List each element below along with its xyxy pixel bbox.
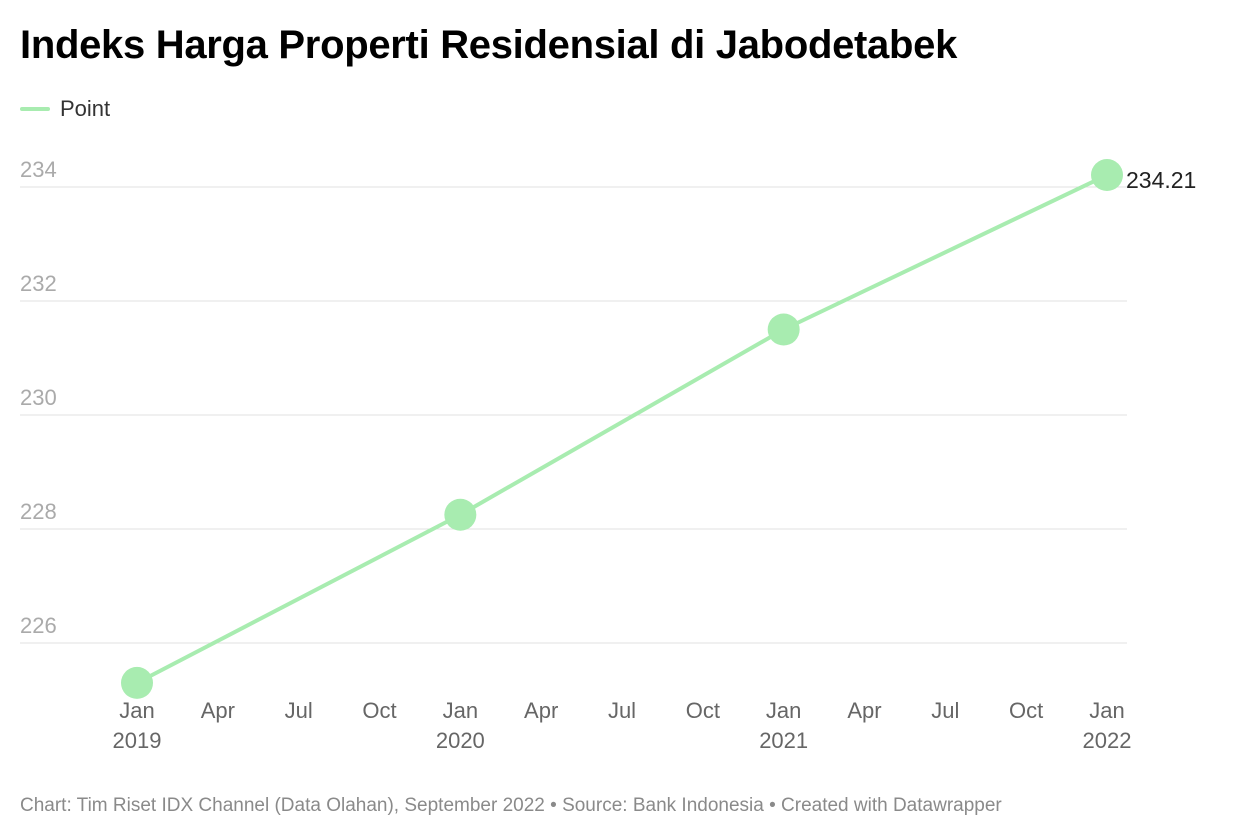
x-tick-label: Jul bbox=[608, 698, 636, 723]
x-tick-label: Jul bbox=[285, 698, 313, 723]
y-tick-label: 228 bbox=[20, 499, 57, 524]
chart-footer: Chart: Tim Riset IDX Channel (Data Olaha… bbox=[20, 795, 1002, 816]
data-point bbox=[1091, 159, 1123, 192]
chart-title: Indeks Harga Properti Residensial di Jab… bbox=[20, 23, 958, 67]
legend: Point bbox=[20, 96, 110, 122]
x-tick-year-label: 2020 bbox=[436, 728, 485, 753]
y-tick-label: 226 bbox=[20, 613, 57, 638]
x-tick-year-label: 2021 bbox=[759, 728, 808, 753]
line-chart: 226 228 230 232 234 Jan 2019 Apr Jul Oct Jan 2020 Ap… bbox=[20, 157, 1196, 753]
x-tick-label: Apr bbox=[847, 698, 881, 723]
x-tick-label: Jan bbox=[766, 698, 801, 723]
x-tick-label: Jan bbox=[1089, 698, 1124, 723]
x-tick-label: Jan bbox=[443, 698, 478, 723]
x-tick-label: Oct bbox=[686, 698, 720, 723]
data-point bbox=[121, 666, 153, 699]
series-line bbox=[135, 173, 1109, 685]
y-tick-label: 234 bbox=[20, 157, 57, 182]
x-tick-label: Oct bbox=[1009, 698, 1043, 723]
x-tick-label: Jul bbox=[931, 698, 959, 723]
y-tick-label: 232 bbox=[20, 271, 57, 296]
x-tick-label: Jan bbox=[119, 698, 154, 723]
data-point bbox=[767, 313, 800, 346]
end-value-label: 234.21 bbox=[1126, 167, 1196, 193]
data-point bbox=[444, 498, 477, 531]
legend-swatch bbox=[20, 107, 50, 111]
legend-label: Point bbox=[60, 96, 111, 121]
x-tick-label: Apr bbox=[201, 698, 235, 723]
x-tick-year-label: 2019 bbox=[113, 728, 162, 753]
x-tick-label: Apr bbox=[524, 698, 558, 723]
x-tick-year-label: 2022 bbox=[1083, 728, 1132, 753]
x-tick-label: Oct bbox=[362, 698, 396, 723]
y-tick-label: 230 bbox=[20, 385, 57, 410]
